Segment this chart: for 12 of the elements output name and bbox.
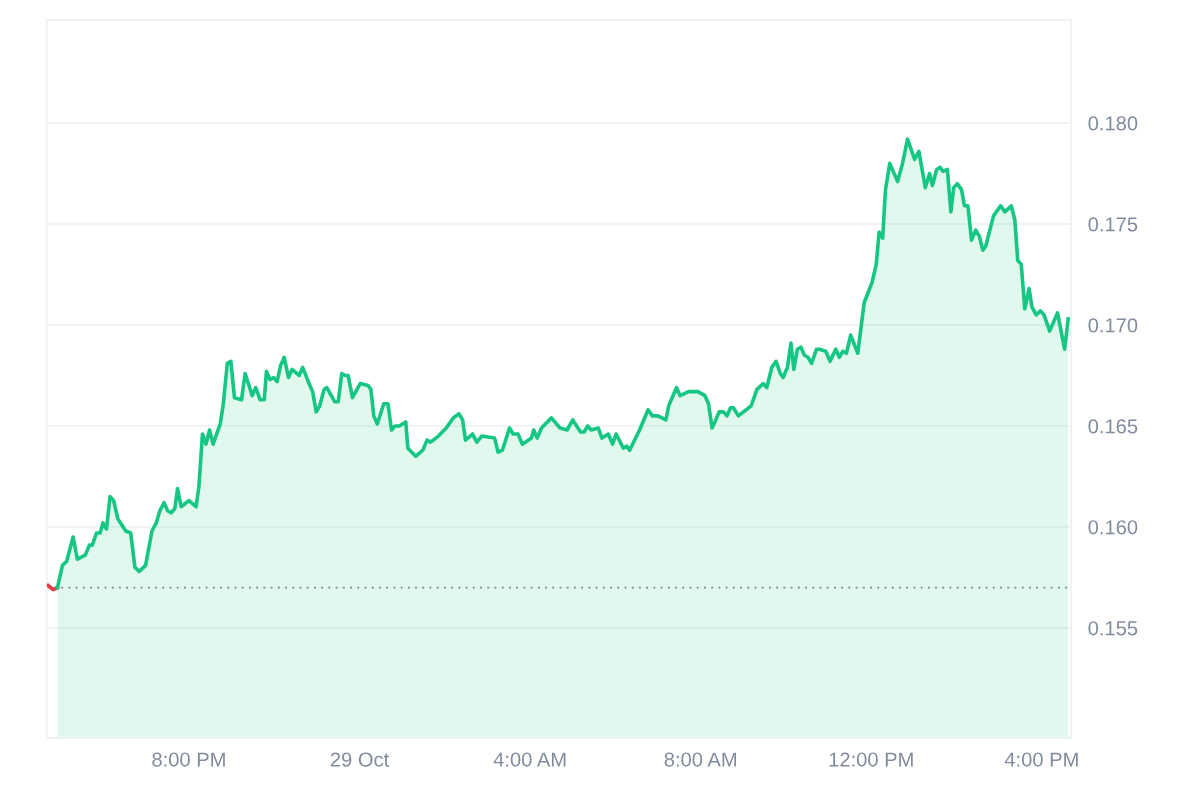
x-tick-label: 12:00 PM [829,752,913,767]
x-tick-label: 8:00 PM [152,752,225,767]
y-tick-label: 0.175 [1088,217,1138,232]
y-tick-label: 0.160 [1088,520,1138,535]
x-tick-label: 4:00 AM [493,752,566,767]
y-tick-label: 0.165 [1088,419,1138,434]
y-tick-label: 0.155 [1088,621,1138,636]
x-tick-label: 8:00 AM [664,752,736,767]
y-tick-label: 0.180 [1088,116,1138,131]
y-tick-label: 0.170 [1088,318,1138,333]
x-tick-label: 29 Oct [330,752,390,767]
x-tick-label: 4:00 PM [1004,752,1078,767]
